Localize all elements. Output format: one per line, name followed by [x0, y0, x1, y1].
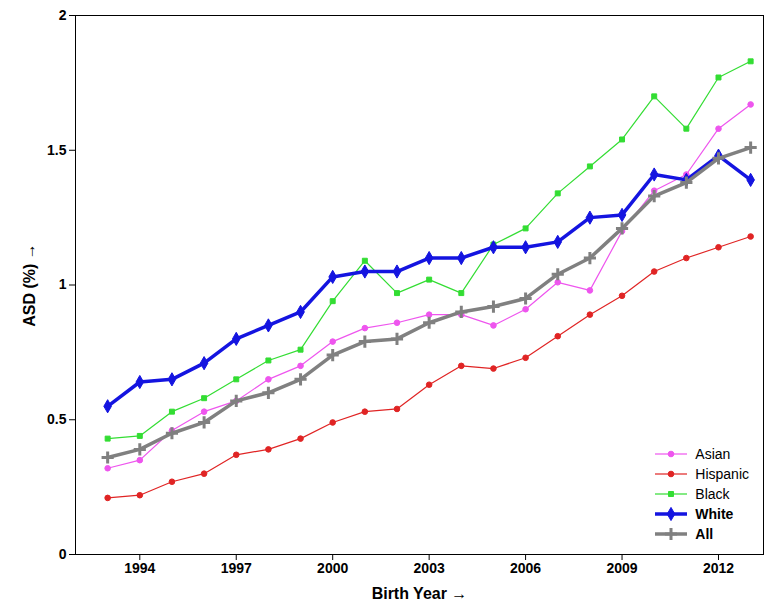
html-text:Black: Black: [695, 486, 730, 502]
svg-text:1994: 1994: [124, 560, 155, 576]
svg-text:2003: 2003: [414, 560, 445, 576]
svg-text:0.5: 0.5: [47, 411, 67, 427]
html-text:Hispanic: Hispanic: [695, 466, 749, 482]
svg-text:Birth Year →: Birth Year →: [372, 585, 468, 602]
html-text:Asian: Asian: [695, 446, 731, 462]
svg-text:1997: 1997: [221, 560, 252, 576]
svg-text:2006: 2006: [510, 560, 541, 576]
svg-text:0: 0: [59, 546, 67, 562]
svg-text:2012: 2012: [703, 560, 734, 576]
svg-text:ASD (%) →: ASD (%) →: [21, 243, 38, 327]
svg-text:1: 1: [59, 276, 67, 292]
html-text:White: White: [695, 506, 734, 522]
svg-text:2000: 2000: [317, 560, 348, 576]
html-text:All: All: [695, 526, 714, 542]
svg-text:2009: 2009: [606, 560, 637, 576]
svg-text:2: 2: [59, 7, 67, 23]
svg-text:1.5: 1.5: [47, 142, 67, 158]
